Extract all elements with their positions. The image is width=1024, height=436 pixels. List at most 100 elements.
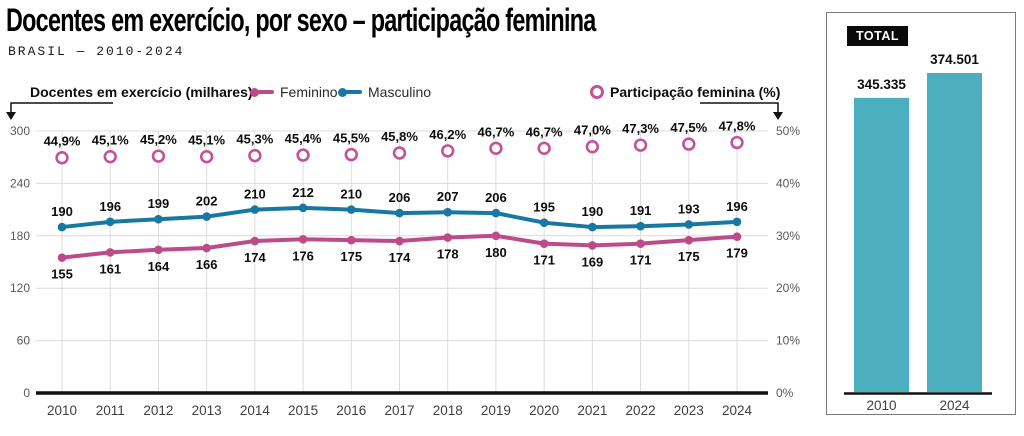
total-bar-2024 bbox=[927, 73, 982, 392]
svg-text:44,9%: 44,9% bbox=[44, 134, 81, 149]
total-badge: TOTAL bbox=[847, 26, 909, 46]
svg-text:196: 196 bbox=[99, 199, 121, 214]
svg-text:176: 176 bbox=[292, 248, 314, 263]
svg-text:164: 164 bbox=[148, 259, 170, 274]
svg-text:196: 196 bbox=[726, 199, 748, 214]
chart-legend: Docentes em exercício (milhares) Feminin… bbox=[0, 84, 810, 106]
svg-text:40%: 40% bbox=[776, 176, 800, 190]
svg-text:2014: 2014 bbox=[240, 403, 271, 418]
svg-text:180: 180 bbox=[485, 245, 507, 260]
svg-text:300: 300 bbox=[10, 124, 30, 138]
svg-text:45,1%: 45,1% bbox=[92, 133, 129, 148]
legend-item-masculino: Masculino bbox=[338, 84, 432, 100]
svg-text:190: 190 bbox=[51, 204, 73, 219]
feminino-line-icon bbox=[250, 87, 274, 97]
total-bar-2010 bbox=[854, 97, 909, 393]
left-axis-label: Docentes em exercício (milhares) bbox=[30, 84, 253, 100]
svg-text:206: 206 bbox=[485, 190, 507, 205]
svg-text:45,4%: 45,4% bbox=[285, 131, 322, 146]
svg-text:174: 174 bbox=[389, 250, 411, 265]
svg-text:47,8%: 47,8% bbox=[719, 119, 756, 134]
series-masculino: 190 196 199 202 210 212 210 206 207 206 195 190 191 1… bbox=[51, 185, 748, 232]
svg-text:2016: 2016 bbox=[336, 403, 366, 418]
svg-text:169: 169 bbox=[582, 254, 604, 269]
svg-text:178: 178 bbox=[437, 247, 459, 262]
svg-text:175: 175 bbox=[678, 249, 700, 264]
svg-text:50%: 50% bbox=[776, 124, 800, 138]
svg-text:210: 210 bbox=[244, 187, 266, 202]
svg-text:46,2%: 46,2% bbox=[429, 127, 466, 142]
svg-text:2010: 2010 bbox=[866, 398, 896, 413]
svg-text:46,7%: 46,7% bbox=[526, 124, 563, 139]
right-axis-arrow-icon bbox=[700, 102, 783, 120]
svg-text:191: 191 bbox=[630, 203, 652, 218]
svg-text:175: 175 bbox=[340, 249, 362, 264]
total-panel: TOTAL 345.335 2010 374.501 2024 bbox=[826, 12, 1016, 415]
svg-text:180: 180 bbox=[10, 229, 30, 243]
legend-item-feminino: Feminino bbox=[250, 84, 338, 100]
svg-text:45,3%: 45,3% bbox=[236, 132, 273, 147]
svg-text:155: 155 bbox=[51, 267, 73, 282]
svg-text:2024: 2024 bbox=[722, 403, 753, 418]
svg-text:161: 161 bbox=[99, 261, 121, 276]
svg-text:47,0%: 47,0% bbox=[574, 123, 611, 138]
svg-text:190: 190 bbox=[582, 204, 604, 219]
svg-text:20%: 20% bbox=[776, 281, 800, 295]
svg-text:2011: 2011 bbox=[96, 403, 125, 418]
svg-text:345.335: 345.335 bbox=[857, 77, 906, 92]
svg-text:210: 210 bbox=[340, 187, 362, 202]
svg-text:10%: 10% bbox=[776, 334, 800, 348]
svg-text:47,5%: 47,5% bbox=[670, 120, 707, 135]
svg-text:46,7%: 46,7% bbox=[477, 124, 514, 139]
svg-text:2013: 2013 bbox=[192, 403, 222, 418]
left-axis-arrow-icon bbox=[6, 102, 113, 120]
svg-text:2017: 2017 bbox=[384, 403, 414, 418]
line-chart-area: 0 60 120 180 240 300 0% 10% 20% 30% 40% 50% 2010 2011… bbox=[0, 96, 820, 431]
svg-text:206: 206 bbox=[389, 190, 411, 205]
svg-text:202: 202 bbox=[196, 194, 218, 209]
svg-text:195: 195 bbox=[533, 200, 555, 215]
series-participa-o-feminina-: 44,9% 45,1% 45,2% 45,1% 45,3% 45,4% 45,5% 45,8%… bbox=[44, 119, 756, 165]
svg-text:2010: 2010 bbox=[47, 403, 77, 418]
svg-text:193: 193 bbox=[678, 201, 700, 216]
svg-text:30%: 30% bbox=[776, 229, 800, 243]
svg-text:174: 174 bbox=[244, 250, 266, 265]
legend-left-axis-title: Docentes em exercício (milhares) bbox=[30, 84, 253, 100]
svg-text:212: 212 bbox=[292, 185, 314, 200]
svg-text:2012: 2012 bbox=[143, 403, 173, 418]
svg-text:240: 240 bbox=[10, 176, 30, 190]
svg-text:2018: 2018 bbox=[433, 403, 463, 418]
legend-item-participacao: Participação feminina (%) bbox=[590, 84, 780, 100]
svg-text:60: 60 bbox=[17, 334, 31, 348]
line-chart: 0 60 120 180 240 300 0% 10% 20% 30% 40% 50% 2010 2011… bbox=[6, 102, 800, 418]
svg-text:171: 171 bbox=[630, 253, 652, 268]
svg-text:2024: 2024 bbox=[939, 398, 970, 413]
right-axis-label: Participação feminina (%) bbox=[610, 84, 781, 100]
svg-text:374.501: 374.501 bbox=[930, 52, 979, 67]
svg-text:45,8%: 45,8% bbox=[381, 129, 418, 144]
x-axis-year-labels: 2010 2011 2012 2013 2014 2015 2016 2017 2018 2019… bbox=[47, 403, 753, 418]
svg-text:207: 207 bbox=[437, 189, 459, 204]
masculino-line-icon bbox=[338, 87, 362, 97]
svg-text:2021: 2021 bbox=[577, 403, 607, 418]
total-bar-chart: 345.335 2010 374.501 2024 bbox=[844, 52, 992, 413]
svg-text:0: 0 bbox=[23, 386, 30, 400]
svg-text:179: 179 bbox=[726, 246, 748, 261]
chart-subtitle: BRASIL — 2010-2024 bbox=[8, 44, 185, 59]
svg-text:171: 171 bbox=[533, 253, 555, 268]
page-title: Docentes em exercício, por sexo – partic… bbox=[6, 2, 596, 38]
svg-text:166: 166 bbox=[196, 257, 218, 272]
legend-label-masculino: Masculino bbox=[368, 84, 432, 100]
svg-text:45,1%: 45,1% bbox=[188, 133, 225, 148]
svg-text:2020: 2020 bbox=[529, 403, 559, 418]
svg-text:0%: 0% bbox=[776, 386, 794, 400]
svg-text:2015: 2015 bbox=[288, 403, 318, 418]
svg-text:120: 120 bbox=[10, 281, 30, 295]
svg-text:2019: 2019 bbox=[481, 403, 511, 418]
total-bars: 345.335 2010 374.501 2024 bbox=[854, 52, 982, 413]
svg-text:2023: 2023 bbox=[674, 403, 704, 418]
svg-text:47,3%: 47,3% bbox=[622, 121, 659, 136]
series-feminino: 155 161 164 166 174 176 175 174 178 180 171 169 171 1… bbox=[51, 231, 748, 282]
svg-text:45,5%: 45,5% bbox=[333, 131, 370, 146]
svg-text:45,2%: 45,2% bbox=[140, 132, 177, 147]
